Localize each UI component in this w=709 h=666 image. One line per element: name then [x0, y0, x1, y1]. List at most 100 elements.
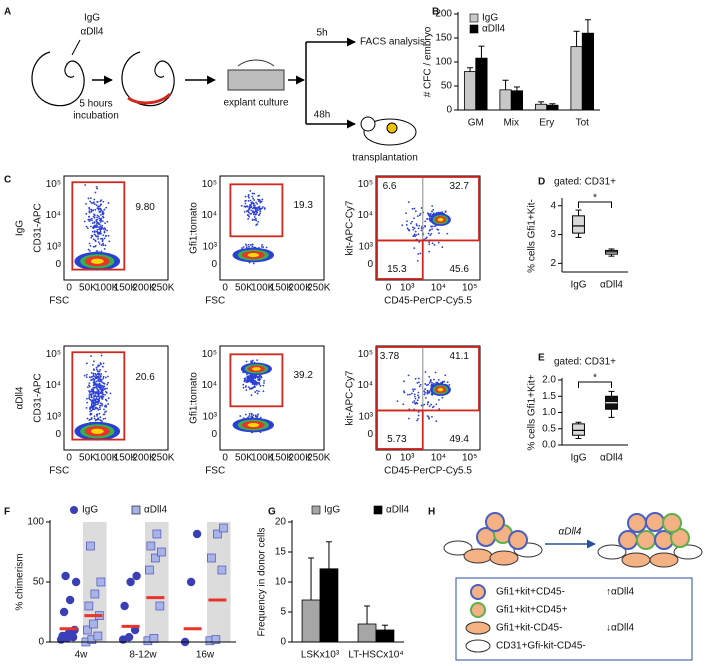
- point: [126, 577, 135, 587]
- y-tick-label: 10³: [203, 241, 218, 252]
- event-dot: [251, 192, 254, 195]
- event-dot: [411, 401, 414, 404]
- x-tick-label: 50K: [79, 283, 97, 294]
- event-dot: [245, 360, 248, 363]
- event-dot: [96, 200, 98, 203]
- event-dot: [90, 379, 92, 382]
- gate: [376, 239, 424, 280]
- event-dot: [92, 374, 95, 376]
- event-dot: [434, 225, 436, 228]
- event-dot: [97, 379, 100, 382]
- event-dot: [406, 227, 409, 230]
- event-dot: [438, 232, 440, 235]
- event-dot: [102, 375, 105, 378]
- event-dot: [250, 212, 253, 215]
- point: [132, 571, 141, 581]
- event-dot: [436, 228, 439, 231]
- event-dot: [100, 378, 103, 381]
- gate-value: 15.3: [387, 264, 407, 275]
- event-dot: [253, 199, 256, 201]
- plot-frame: [375, 345, 481, 451]
- x-tick-label: 100K: [95, 283, 119, 294]
- legend-marker: [70, 506, 78, 514]
- event-dot: [251, 387, 253, 389]
- event-dot: [431, 210, 433, 213]
- time-label: 48h: [314, 110, 331, 121]
- legend-label: Gfi1+kit+CD45+: [496, 605, 568, 616]
- event-dot: [106, 220, 109, 223]
- culture-dish: [227, 69, 285, 91]
- event-dot: [248, 215, 250, 218]
- event-dot: [246, 381, 249, 383]
- x-tick-label: 8-12w: [129, 650, 157, 661]
- event-dot: [248, 245, 250, 248]
- event-dot: [93, 404, 96, 407]
- event-dot: [96, 395, 99, 398]
- point: [207, 553, 216, 563]
- event-dot: [99, 402, 102, 405]
- event-dot: [441, 211, 444, 214]
- y-tick-label: 10⁴: [46, 210, 61, 221]
- event-dot: [263, 382, 265, 384]
- event-dot: [106, 387, 108, 390]
- event-dot: [96, 218, 99, 221]
- gate-value: 41.1: [449, 351, 469, 362]
- event-dot: [261, 243, 263, 246]
- event-dot: [94, 383, 97, 386]
- event-dot: [98, 383, 100, 386]
- event-dot: [97, 207, 100, 210]
- event-dot: [256, 382, 259, 384]
- event-dot: [100, 250, 103, 253]
- event-dot: [90, 409, 93, 412]
- event-dot: [96, 370, 99, 372]
- x-tick-label: 50K: [235, 453, 253, 464]
- event-dot: [98, 370, 101, 373]
- event-dot: [405, 224, 408, 226]
- embryo: [31, 51, 85, 107]
- legend-icon: [470, 602, 486, 618]
- y-tick-label: 1.5: [542, 391, 556, 402]
- event-dot: [94, 400, 97, 403]
- event-dot: [244, 202, 247, 205]
- gate: [71, 351, 126, 441]
- event-dot: [430, 225, 432, 228]
- event-dot: [259, 416, 262, 419]
- y-tick-label: 0: [211, 259, 217, 270]
- x-tick-label: LT-HSCx10⁴: [348, 650, 403, 661]
- x-axis-label: FSC: [49, 466, 69, 477]
- event-dot: [85, 202, 87, 205]
- event-dot: [437, 378, 440, 381]
- event-dot: [428, 391, 431, 394]
- event-dot: [89, 200, 92, 203]
- event-dot: [95, 235, 98, 238]
- event-dot: [93, 397, 95, 400]
- treatment-label: αDll4: [80, 27, 103, 38]
- plot-frame: [219, 345, 325, 451]
- event-dot: [90, 202, 93, 204]
- gate-value: 9.80: [135, 202, 155, 213]
- box: [572, 215, 585, 234]
- event-dot: [91, 230, 94, 233]
- event-dot: [249, 379, 252, 382]
- event-dot: [419, 212, 422, 215]
- event-dot: [92, 377, 95, 380]
- point: [89, 619, 98, 629]
- event-dot: [432, 405, 435, 408]
- event-dot: [244, 377, 247, 380]
- event-dot: [427, 401, 430, 403]
- event-dot: [92, 209, 95, 212]
- event-dot: [403, 391, 406, 394]
- bar: [375, 629, 395, 643]
- event-dot: [103, 237, 106, 240]
- point: [86, 541, 95, 551]
- event-dot: [249, 190, 252, 192]
- event-dot: [99, 213, 102, 216]
- event-dot: [89, 406, 92, 408]
- bar: [534, 103, 548, 111]
- event-dot: [259, 212, 262, 215]
- y-tick-label: 150: [435, 33, 452, 44]
- event-dot: [423, 393, 426, 396]
- event-dot: [96, 383, 99, 386]
- point: [151, 553, 160, 563]
